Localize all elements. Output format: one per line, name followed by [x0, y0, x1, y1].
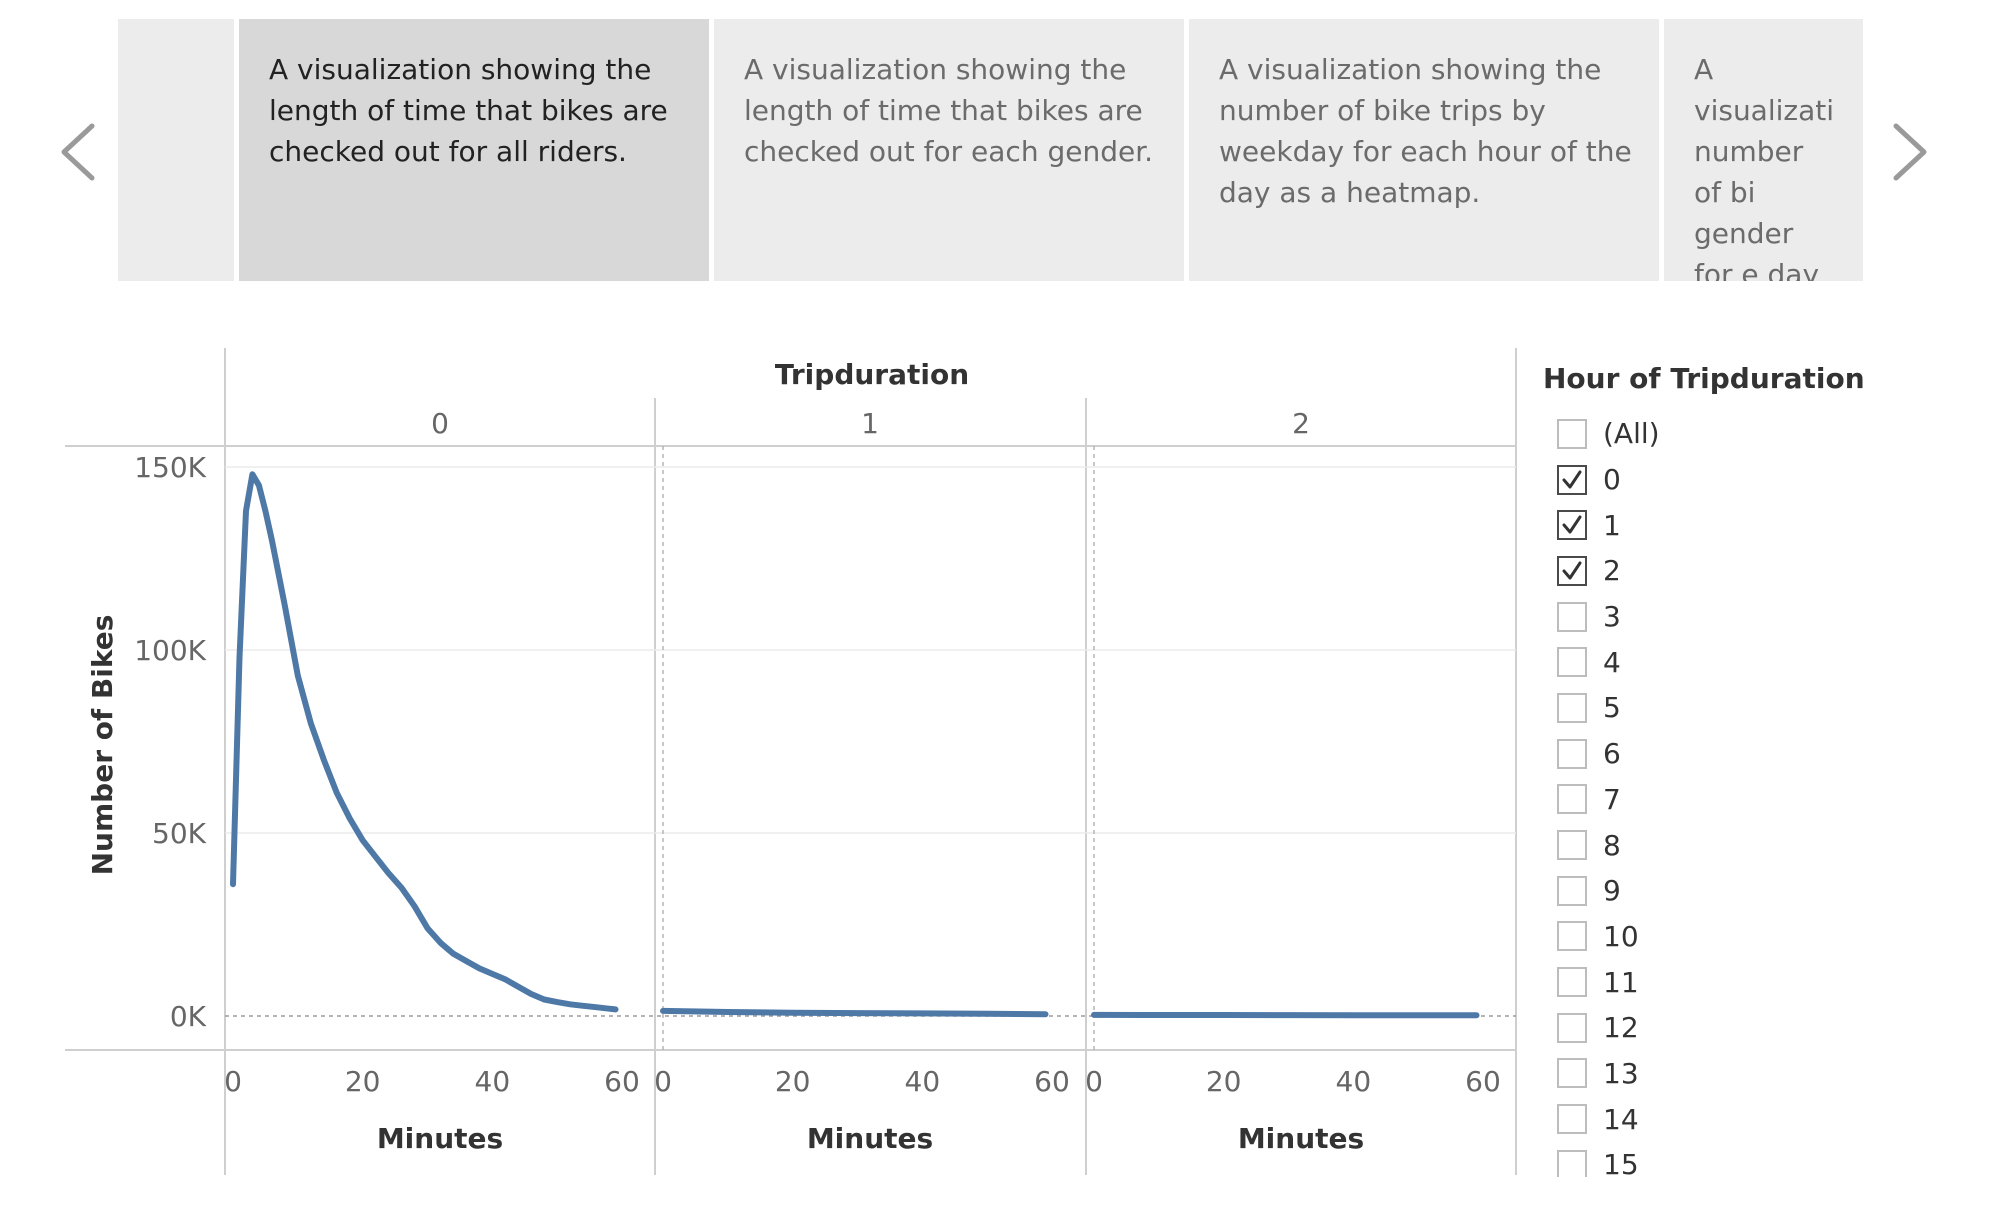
series-line-panel-1	[660, 1007, 1049, 1018]
story-point-2[interactable]: A visualization showing the length of ti…	[744, 53, 1154, 168]
filter-item-label: (All)	[1603, 417, 1660, 451]
x-tick-label: 20	[775, 1065, 811, 1098]
x-tick-label: 60	[1034, 1065, 1070, 1098]
filter-item[interactable]: 5	[1557, 685, 1977, 731]
x-tick-label: 0	[224, 1065, 242, 1098]
filter-item[interactable]: 10	[1557, 914, 1977, 960]
chevron-left-icon	[61, 123, 95, 181]
filter-item-label: 1	[1603, 508, 1621, 542]
x-tick-label: 40	[905, 1065, 941, 1098]
x-tick-label: 40	[1336, 1065, 1372, 1098]
filter-checkbox[interactable]	[1557, 601, 1587, 632]
filter-item[interactable]: 1	[1557, 502, 1977, 548]
filter-item[interactable]: 7	[1557, 777, 1977, 823]
filter-item[interactable]: 15	[1557, 1142, 1977, 1177]
story-divider	[709, 19, 714, 281]
story-divider	[1184, 19, 1189, 281]
filter-title: Hour of Tripduration	[1543, 362, 1865, 395]
filter-item-label: 6	[1603, 737, 1621, 771]
x-tick-label: 60	[604, 1065, 640, 1098]
filter-checkbox[interactable]	[1557, 1104, 1587, 1135]
filter-item-label: 14	[1603, 1102, 1639, 1136]
filter-checkbox[interactable]	[1557, 738, 1587, 769]
y-tick-label: 0K	[170, 1000, 207, 1033]
x-tick-label: 20	[1206, 1065, 1242, 1098]
panel-header-label: 1	[861, 407, 879, 440]
x-tick-label: 40	[475, 1065, 511, 1098]
filter-checkbox[interactable]	[1557, 830, 1587, 861]
filter-checkbox[interactable]	[1557, 1149, 1587, 1177]
filter-item-label: 13	[1603, 1056, 1639, 1090]
filter-item-label: 15	[1603, 1148, 1639, 1177]
filter-item-label: 5	[1603, 691, 1621, 725]
x-tick-label: 0	[654, 1065, 672, 1098]
filter-item[interactable]: 6	[1557, 731, 1977, 777]
filter-item[interactable]: 2	[1557, 548, 1977, 594]
filter-item[interactable]: 13	[1557, 1051, 1977, 1097]
story-point-3[interactable]: A visualization showing the number of bi…	[1219, 53, 1632, 209]
story-navigator: A visualization showing the length of ti…	[118, 19, 1863, 281]
filter-item[interactable]: 4	[1557, 639, 1977, 685]
filter-checkbox[interactable]	[1557, 418, 1587, 449]
filter-checkbox[interactable]	[1557, 647, 1587, 678]
filter-item-label: 9	[1603, 874, 1621, 908]
story-divider	[234, 19, 239, 281]
filter-item-label: 11	[1603, 965, 1639, 999]
story-point-4[interactable]: A visualizati number of bi gender for e …	[1694, 53, 1835, 281]
filter-item[interactable]: 9	[1557, 868, 1977, 914]
next-story-button[interactable]	[1878, 112, 1938, 192]
panel-header-label: 0	[431, 407, 449, 440]
filter-checkbox[interactable]	[1557, 555, 1587, 586]
filter-item-label: 8	[1603, 828, 1621, 862]
story-divider	[1659, 19, 1664, 281]
x-tick-label: 60	[1465, 1065, 1501, 1098]
filter-item[interactable]: (All)	[1557, 411, 1977, 457]
filter-checkbox[interactable]	[1557, 967, 1587, 998]
x-axis-title: Minutes	[807, 1122, 933, 1155]
story-point-0[interactable]	[118, 19, 234, 281]
filter-item[interactable]: 14	[1557, 1096, 1977, 1142]
filter-checkbox[interactable]	[1557, 1058, 1587, 1089]
filter-item[interactable]: 0	[1557, 457, 1977, 503]
filter-checkbox[interactable]	[1557, 692, 1587, 723]
x-axis-title: Minutes	[1238, 1122, 1364, 1155]
x-axis-title: Minutes	[377, 1122, 503, 1155]
filter-item-label: 4	[1603, 645, 1621, 679]
y-tick-label: 100K	[134, 634, 206, 667]
filter-item[interactable]: 11	[1557, 959, 1977, 1005]
filter-checkbox[interactable]	[1557, 1012, 1587, 1043]
filter-checkbox[interactable]	[1557, 875, 1587, 906]
y-axis-title: Number of Bikes	[86, 615, 119, 876]
filter-item-label: 2	[1603, 554, 1621, 588]
filter-checkbox[interactable]	[1557, 921, 1587, 952]
trip-duration-chart: 0K 50K 100K 150K Number of Bikes Tripduration…	[65, 348, 1517, 1175]
chart-title: Tripduration	[775, 358, 969, 391]
series-line-panel-0	[230, 471, 619, 1013]
filter-item-label: 10	[1603, 919, 1639, 953]
x-tick-label: 0	[1085, 1065, 1103, 1098]
filter-item[interactable]: 8	[1557, 822, 1977, 868]
filter-checkbox[interactable]	[1557, 784, 1587, 815]
x-tick-label: 20	[345, 1065, 381, 1098]
filter-item-label: 0	[1603, 463, 1621, 497]
filter-item-label: 12	[1603, 1011, 1639, 1045]
y-tick-label: 50K	[152, 817, 207, 850]
hour-filter-list[interactable]: (All) 0 1 2 3 4 5 6 7 8 9 10 11 12 13 14 15	[1557, 411, 1977, 1177]
y-tick-label: 150K	[134, 451, 206, 484]
story-point-1[interactable]: A visualization showing the length of ti…	[239, 19, 709, 281]
filter-checkbox[interactable]	[1557, 510, 1587, 541]
previous-story-button[interactable]	[50, 112, 110, 192]
filter-item[interactable]: 3	[1557, 594, 1977, 640]
panel-header-label: 2	[1292, 407, 1310, 440]
filter-item-label: 3	[1603, 600, 1621, 634]
filter-checkbox[interactable]	[1557, 464, 1587, 495]
filter-item-label: 7	[1603, 782, 1621, 816]
filter-item[interactable]: 12	[1557, 1005, 1977, 1051]
chevron-right-icon	[1893, 123, 1927, 181]
checkmark-icon	[1562, 561, 1582, 580]
checkmark-icon	[1562, 515, 1582, 534]
checkmark-icon	[1562, 470, 1582, 489]
